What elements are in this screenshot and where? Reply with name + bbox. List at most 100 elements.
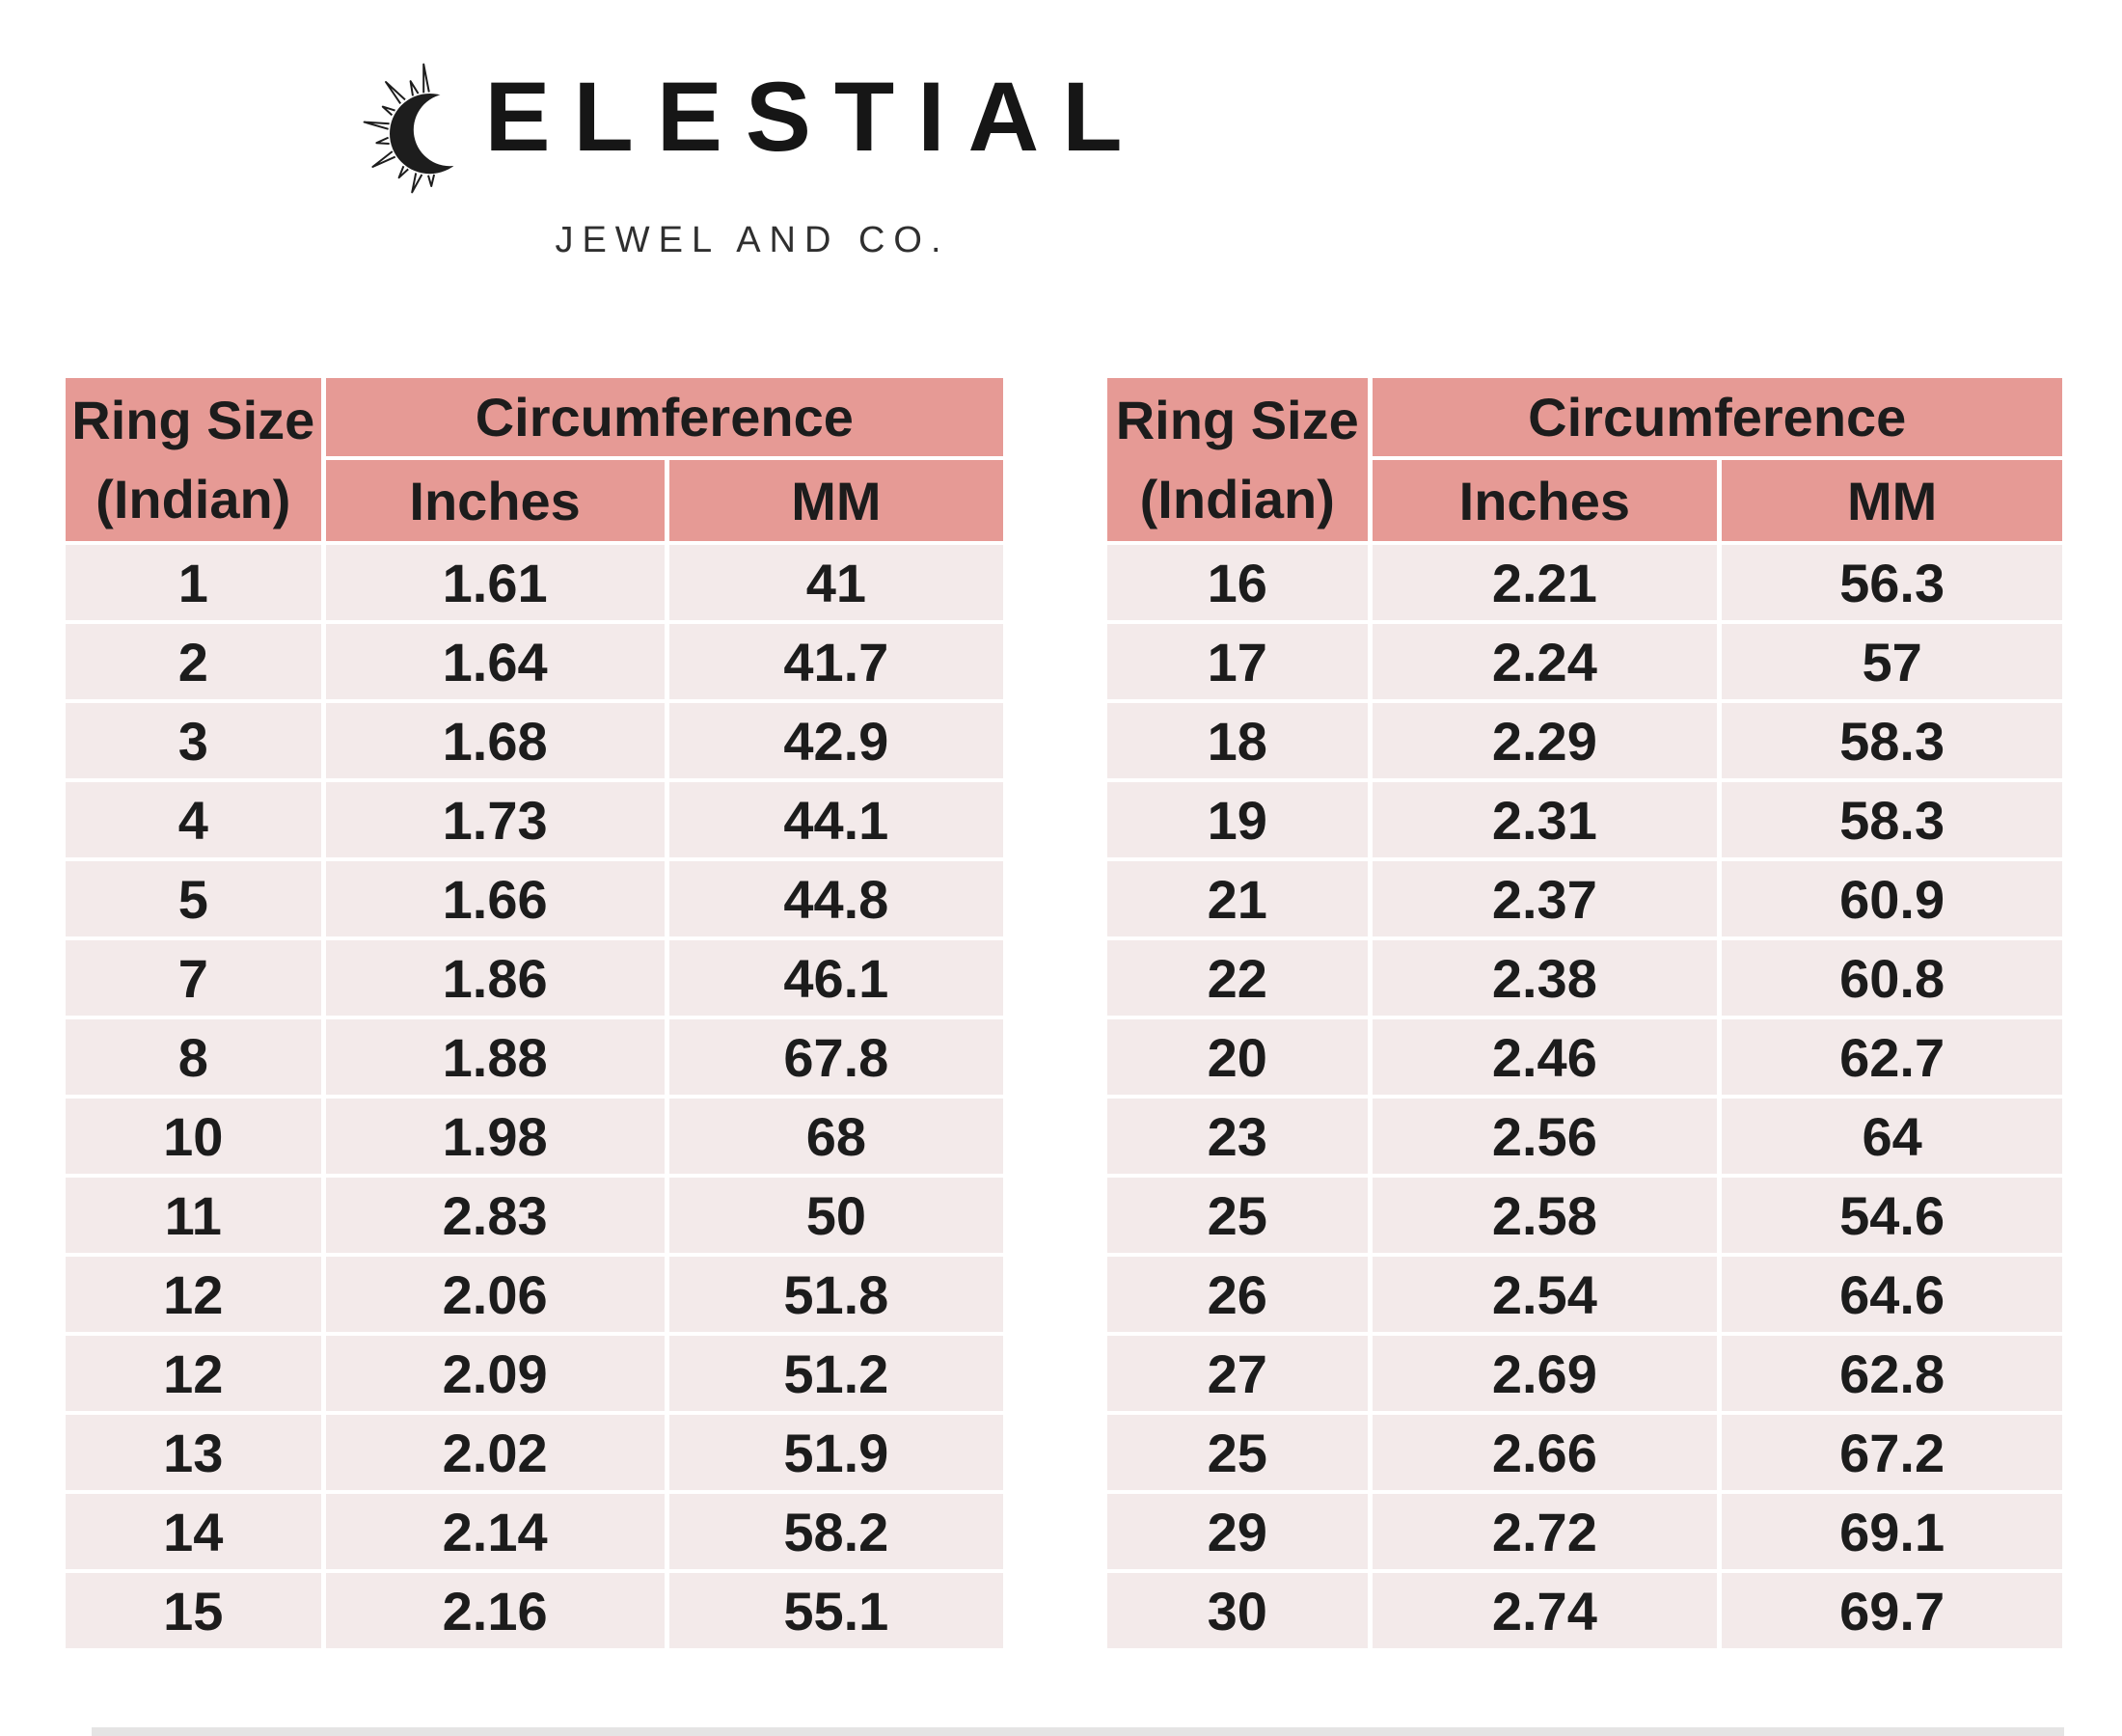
table-cell: 26 [1107,1257,1368,1333]
table-cell: 2.38 [1372,940,1718,1017]
table-cell: 58.2 [668,1494,1003,1570]
header-line: (Indian) [1139,468,1335,529]
table-row: 19 2.31 58.3 [1107,782,2062,858]
table-cell: 57 [1722,624,2062,700]
table-cell: 67.8 [668,1019,1003,1096]
table-row: 4 1.73 44.1 [66,782,1003,858]
brand-name-text: ELESTIAL [484,62,1146,172]
table-row: 27 2.69 62.8 [1107,1336,2062,1412]
table-cell: 1.61 [325,545,665,621]
table-body-left: 1 1.61 41 2 1.64 41.7 3 1.68 42.9 4 1.73 44.1 5 1.66 4… [66,545,1003,1649]
table-cell: 1 [66,545,321,621]
brand-logo: ELESTIAL JEWEL AND CO. [309,27,1196,261]
table-cell: 2.02 [325,1415,665,1491]
table-cell: 42.9 [668,703,1003,779]
table-cell: 3 [66,703,321,779]
table-cell: 41.7 [668,624,1003,700]
table-cell: 17 [1107,624,1368,700]
table-cell: 69.1 [1722,1494,2062,1570]
table-row: 25 2.58 54.6 [1107,1178,2062,1254]
table-cell: 2.14 [325,1494,665,1570]
table-row: 30 2.74 69.7 [1107,1573,2062,1649]
table-cell: 58.3 [1722,703,2062,779]
table-row: 11 2.83 50 [66,1178,1003,1254]
table-cell: 4 [66,782,321,858]
table-cell: 2.58 [1372,1178,1718,1254]
table-cell: 62.8 [1722,1336,2062,1412]
table-cell: 25 [1107,1415,1368,1491]
table-cell: 2.37 [1372,861,1718,937]
table-cell: 60.8 [1722,940,2062,1017]
table-cell: 2.24 [1372,624,1718,700]
table-row: 12 2.09 51.2 [66,1336,1003,1412]
table-row: 10 1.98 68 [66,1099,1003,1175]
table-cell: 64 [1722,1099,2062,1175]
brand-wordmark: ELESTIAL [309,27,1196,206]
table-cell: 58.3 [1722,782,2062,858]
table-cell: 12 [66,1336,321,1412]
table-cell: 2.66 [1372,1415,1718,1491]
table-cell: 27 [1107,1336,1368,1412]
table-cell: 2.74 [1372,1573,1718,1649]
table-cell: 12 [66,1257,321,1333]
table-cell: 13 [66,1415,321,1491]
table-cell: 8 [66,1019,321,1096]
header-circumference: Circumference [1372,378,2062,457]
table-row: 1 1.61 41 [66,545,1003,621]
table-row: 2 1.64 41.7 [66,624,1003,700]
table-cell: 18 [1107,703,1368,779]
table-cell: 21 [1107,861,1368,937]
table-cell: 2.16 [325,1573,665,1649]
table-row: 15 2.16 55.1 [66,1573,1003,1649]
table-row: 16 2.21 56.3 [1107,545,2062,621]
header-circumference: Circumference [325,378,1003,457]
header-mm: MM [1722,460,2062,542]
table-cell: 2.29 [1372,703,1718,779]
table-cell: 2.72 [1372,1494,1718,1570]
table-cell: 2.46 [1372,1019,1718,1096]
table-cell: 51.9 [668,1415,1003,1491]
table-cell: 68 [668,1099,1003,1175]
table-cell: 25 [1107,1178,1368,1254]
table-cell: 50 [668,1178,1003,1254]
table-cell: 51.8 [668,1257,1003,1333]
table-row: 14 2.14 58.2 [66,1494,1003,1570]
table-cell: 1.73 [325,782,665,858]
table-cell: 14 [66,1494,321,1570]
table-cell: 44.1 [668,782,1003,858]
table-cell: 19 [1107,782,1368,858]
table-row: 3 1.68 42.9 [66,703,1003,779]
table-cell: 30 [1107,1573,1368,1649]
table-row: 21 2.37 60.9 [1107,861,2062,937]
table-row: 23 2.56 64 [1107,1099,2062,1175]
table-cell: 2.56 [1372,1099,1718,1175]
table-cell: 67.2 [1722,1415,2062,1491]
table-cell: 55.1 [668,1573,1003,1649]
table-row: 29 2.72 69.1 [1107,1494,2062,1570]
table-cell: 1.68 [325,703,665,779]
table-cell: 2.21 [1372,545,1718,621]
table-row: 7 1.86 46.1 [66,940,1003,1017]
table-cell: 54.6 [1722,1178,2062,1254]
table-cell: 2 [66,624,321,700]
table-cell: 20 [1107,1019,1368,1096]
table-cell: 11 [66,1178,321,1254]
table-cell: 15 [66,1573,321,1649]
table-cell: 10 [66,1099,321,1175]
header-line: Ring Size [1115,390,1359,451]
table-cell: 56.3 [1722,545,2062,621]
header-inches: Inches [1372,460,1718,542]
table-cell: 1.98 [325,1099,665,1175]
table-row: 13 2.02 51.9 [66,1415,1003,1491]
table-cell: 64.6 [1722,1257,2062,1333]
table-cell: 2.09 [325,1336,665,1412]
table-cell: 62.7 [1722,1019,2062,1096]
table-cell: 51.2 [668,1336,1003,1412]
header-ring-size: Ring Size (Indian) [66,378,321,542]
table-row: 17 2.24 57 [1107,624,2062,700]
table-cell: 60.9 [1722,861,2062,937]
table-cell: 2.06 [325,1257,665,1333]
table-row: 26 2.54 64.6 [1107,1257,2062,1333]
header-ring-size: Ring Size (Indian) [1107,378,1368,542]
header-inches: Inches [325,460,665,542]
